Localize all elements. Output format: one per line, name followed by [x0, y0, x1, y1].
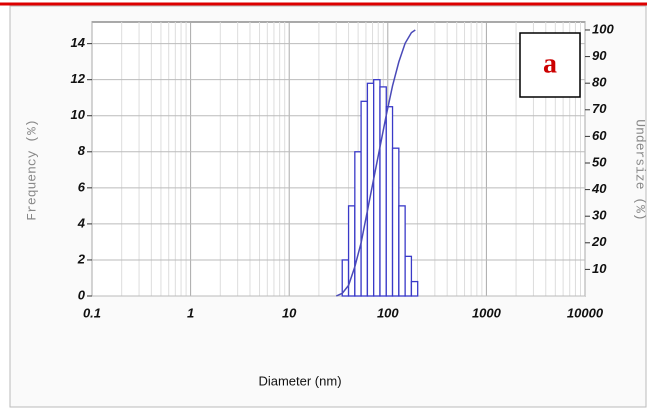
y2-tick-label: 60	[592, 128, 607, 143]
plot-area	[91, 21, 586, 297]
y2-tick-label: 20	[591, 234, 607, 249]
bar	[398, 205, 406, 297]
y2-tick-label: 80	[592, 75, 607, 90]
y2-tick-label: 50	[592, 154, 607, 169]
y-tick-label: 0	[78, 287, 86, 302]
x-tick-label: 100	[377, 305, 399, 320]
y2-tick-label: 30	[592, 208, 607, 223]
x-tick-label: 10000	[567, 305, 604, 320]
y-tick-label: 10	[71, 107, 86, 122]
y-axis-label: Frequency (%)	[24, 119, 39, 220]
y2-tick-label: 70	[592, 101, 607, 116]
x-tick-label: 1	[187, 305, 194, 320]
x-axis-label: Diameter (nm)	[258, 373, 341, 388]
bar	[373, 79, 381, 297]
y-tick-label: 14	[71, 35, 86, 50]
panel-label-box	[519, 32, 581, 98]
y2-axis-label: Undersize (%)	[633, 119, 647, 220]
panel-label: a	[543, 48, 557, 79]
cumulative-line	[335, 29, 416, 297]
y-tick-label: 8	[78, 143, 86, 158]
bar	[391, 147, 400, 297]
bar	[341, 259, 350, 297]
x-tick-label: 10	[282, 305, 297, 320]
bar	[366, 82, 375, 297]
bar	[404, 255, 413, 297]
y-tick-label: 6	[78, 179, 86, 194]
y2-tick-label: 10	[592, 261, 607, 276]
y2-tick-label: 40	[591, 181, 607, 196]
bar	[354, 151, 362, 297]
bar	[385, 106, 394, 297]
bar	[360, 100, 369, 297]
x-tick-label: 0.1	[83, 305, 101, 320]
x-tick-label: 1000	[472, 305, 502, 320]
y-tick-label: 2	[77, 251, 86, 266]
bar	[410, 280, 419, 297]
y-tick-label: 4	[77, 215, 86, 230]
y-tick-label: 12	[71, 71, 86, 86]
y2-tick-label: 90	[592, 48, 607, 63]
y2-tick-label: 100	[592, 21, 614, 36]
